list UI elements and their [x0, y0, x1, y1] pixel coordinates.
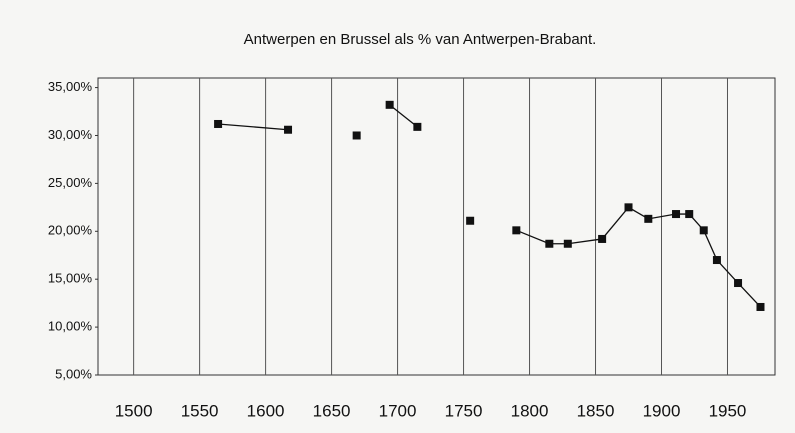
- chart-title: Antwerpen en Brussel als % van Antwerpen…: [244, 31, 597, 48]
- x-tick-label: 1700: [379, 401, 417, 420]
- point: [624, 203, 633, 212]
- x-tick-label: 1500: [115, 401, 153, 420]
- point: [699, 226, 708, 235]
- x-tick-label: 1900: [643, 401, 681, 420]
- y-tick-label: 5,00%: [55, 366, 92, 381]
- point: [712, 256, 721, 265]
- x-tick-label: 1550: [181, 401, 219, 420]
- point: [385, 100, 394, 109]
- point: [545, 239, 554, 248]
- point: [413, 122, 422, 131]
- x-tick-label: 1850: [577, 401, 615, 420]
- point: [284, 125, 293, 134]
- series-line: [218, 104, 761, 308]
- x-tick-label: 1650: [313, 401, 351, 420]
- point: [512, 226, 521, 235]
- y-tick-label: 15,00%: [48, 271, 93, 286]
- x-tick-label: 1800: [511, 401, 549, 420]
- point: [756, 302, 765, 311]
- y-tick-label: 25,00%: [48, 175, 93, 190]
- point: [644, 214, 653, 223]
- y-tick-label: 30,00%: [48, 127, 93, 142]
- point: [672, 210, 681, 219]
- point: [734, 279, 743, 288]
- point: [214, 119, 223, 128]
- x-tick-label: 1750: [445, 401, 483, 420]
- point: [685, 210, 694, 219]
- point: [466, 216, 475, 225]
- plot-frame: [97, 77, 776, 376]
- point: [598, 234, 607, 243]
- y-tick-label: 20,00%: [48, 223, 93, 238]
- x-tick-label: 1950: [709, 401, 747, 420]
- x-tick-label: 1600: [247, 401, 285, 420]
- y-tick-label: 10,00%: [48, 319, 93, 334]
- y-tick-label: 35,00%: [48, 79, 93, 94]
- point: [352, 131, 361, 140]
- point: [563, 239, 572, 248]
